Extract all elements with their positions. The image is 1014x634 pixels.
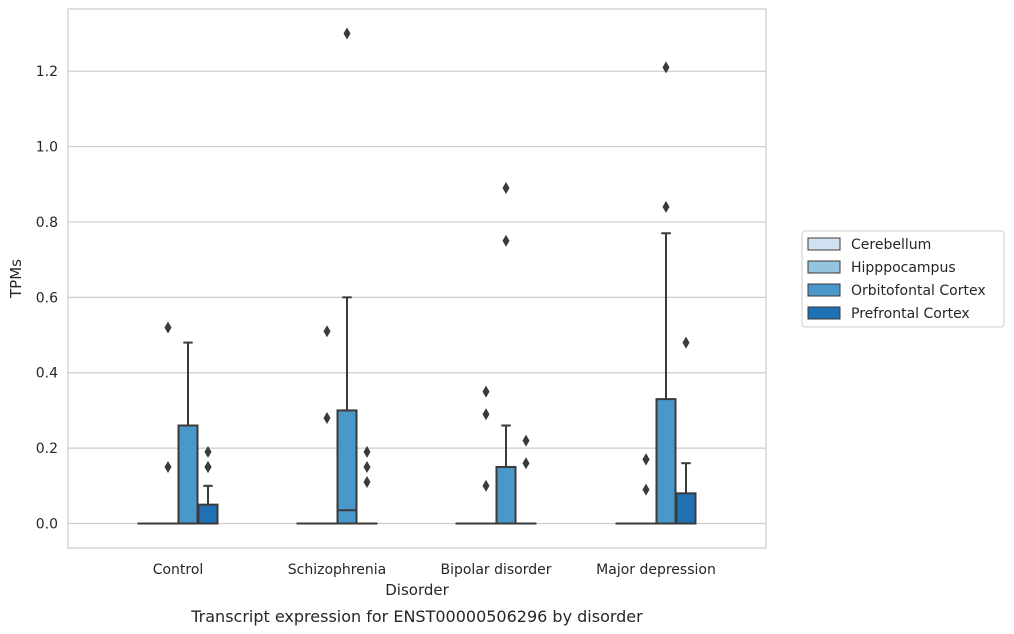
outlier-point	[482, 479, 490, 492]
legend-entry: Prefrontal Cortex	[851, 306, 970, 322]
legend-swatch	[807, 260, 841, 274]
box-prefrontal-cortex-0	[197, 445, 219, 525]
legend-swatch	[807, 237, 841, 251]
legend-swatch	[807, 283, 841, 297]
y-tick-label: 1.0	[36, 140, 58, 156]
outlier-point	[642, 483, 650, 496]
outlier-point	[642, 453, 650, 466]
plot-frame	[67, 8, 767, 549]
x-tick-label: Major depression	[596, 562, 716, 578]
legend-entry: Hipppocampus	[851, 260, 956, 276]
outlier-point	[482, 408, 490, 421]
y-tick-label: 0.8	[36, 215, 58, 231]
box-prefrontal-cortex-2	[515, 434, 537, 525]
legend: Cerebellum Hipppocampus Orbitofontal Corte…	[801, 230, 1005, 328]
box-body	[197, 503, 219, 525]
box-body	[177, 424, 199, 525]
y-tick-label: 0.0	[36, 517, 58, 533]
outlier-point	[682, 336, 690, 349]
legend-entry: Cerebellum	[851, 237, 931, 253]
box-orbitofontal-cortex-2	[495, 182, 517, 525]
outlier-point	[522, 434, 530, 447]
box-prefrontal-cortex-3	[675, 336, 697, 525]
box-orbitofontal-cortex-1	[336, 27, 358, 525]
outlier-point	[662, 61, 670, 74]
y-axis-label: TPMs	[7, 259, 25, 299]
box-body	[495, 465, 517, 525]
box-body	[655, 398, 677, 525]
outlier-point	[363, 445, 371, 458]
x-axis-ticks: Control Schizophrenia Bipolar disorder Majo…	[153, 562, 716, 578]
legend-frame	[801, 230, 1005, 328]
box-prefrontal-cortex-1	[356, 445, 378, 525]
outlier-point	[502, 234, 510, 247]
box-body	[675, 492, 697, 525]
outlier-point	[343, 27, 351, 40]
y-tick-label: 0.2	[36, 441, 58, 457]
box-orbitofontal-cortex-3	[655, 61, 677, 525]
outlier-point	[363, 460, 371, 473]
y-tick-label: 0.6	[36, 290, 58, 306]
box-orbitofontal-cortex-0	[177, 341, 199, 525]
outlier-point	[662, 200, 670, 213]
outlier-point	[204, 460, 212, 473]
outlier-point	[323, 411, 331, 424]
y-tick-label: 0.4	[36, 366, 58, 382]
x-tick-label: Bipolar disorder	[440, 562, 551, 578]
outlier-point	[522, 457, 530, 470]
x-axis-label: Disorder	[385, 581, 449, 599]
y-axis-ticks: 0.0 0.2 0.4 0.6 0.8 1.0 1.2	[36, 64, 58, 532]
outlier-point	[363, 476, 371, 489]
box-hipppocampus-1	[316, 325, 338, 525]
legend-entry: Orbitofontal Cortex	[851, 283, 986, 299]
outlier-point	[164, 460, 172, 473]
legend-swatch	[807, 306, 841, 320]
outlier-point	[164, 321, 172, 334]
box-plots	[137, 27, 697, 525]
outlier-point	[323, 325, 331, 338]
outlier-point	[482, 385, 490, 398]
box-body	[336, 409, 358, 525]
x-tick-label: Schizophrenia	[288, 562, 386, 578]
outlier-point	[204, 445, 212, 458]
outlier-point	[502, 182, 510, 195]
y-tick-label: 1.2	[36, 64, 58, 80]
chart-caption: Transcript expression for ENST0000050629…	[190, 607, 643, 626]
x-tick-label: Control	[153, 562, 204, 578]
